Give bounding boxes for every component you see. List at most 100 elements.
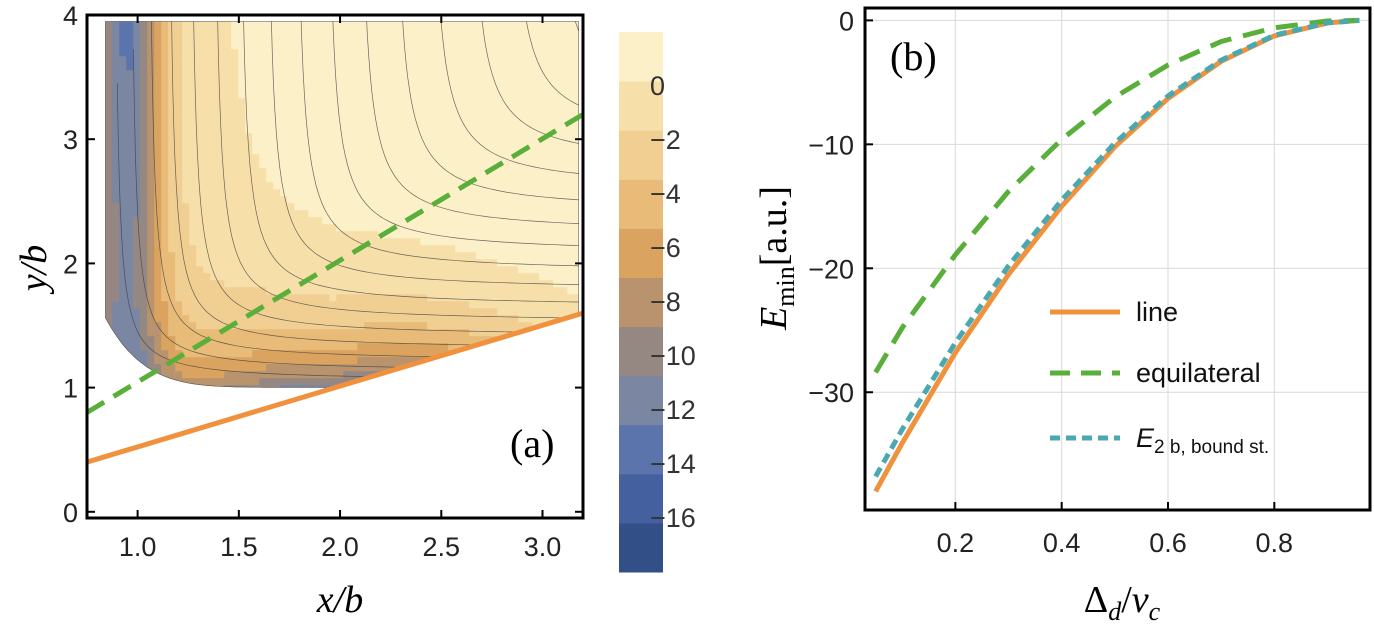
heatmap-cell bbox=[273, 252, 281, 260]
heatmap-cell bbox=[301, 343, 309, 351]
heatmap-cell bbox=[301, 21, 309, 29]
heatmap-cell bbox=[259, 98, 267, 106]
heatmap-cell bbox=[154, 189, 162, 197]
heatmap-cell bbox=[266, 91, 274, 99]
heatmap-cell bbox=[546, 70, 554, 78]
heatmap-cell bbox=[315, 154, 323, 162]
heatmap-cell bbox=[231, 287, 239, 295]
heatmap-cell bbox=[392, 182, 400, 190]
heatmap-cell bbox=[469, 280, 477, 288]
heatmap-cell bbox=[378, 161, 386, 169]
heatmap-cell bbox=[280, 336, 288, 344]
heatmap-cell bbox=[371, 105, 379, 113]
heatmap-cell bbox=[189, 84, 197, 92]
heatmap-cell bbox=[133, 42, 141, 50]
heatmap-cell bbox=[546, 287, 554, 295]
heatmap-cell bbox=[119, 210, 127, 218]
heatmap-cell bbox=[280, 161, 288, 169]
heatmap-cell bbox=[469, 196, 477, 204]
heatmap-cell bbox=[154, 105, 162, 113]
heatmap-cell bbox=[280, 119, 288, 127]
heatmap-cell bbox=[567, 49, 575, 57]
heatmap-cell bbox=[336, 364, 344, 372]
heatmap-cell bbox=[322, 308, 330, 316]
heatmap-cell bbox=[168, 217, 176, 225]
heatmap-cell bbox=[210, 231, 218, 239]
heatmap-cell bbox=[420, 238, 428, 246]
heatmap-cell bbox=[413, 266, 421, 274]
heatmap-cell bbox=[399, 224, 407, 232]
heatmap-cell bbox=[371, 322, 379, 330]
heatmap-cell bbox=[378, 42, 386, 50]
heatmap-cell bbox=[329, 336, 337, 344]
heatmap-cell bbox=[350, 259, 358, 267]
heatmap-cell bbox=[553, 70, 561, 78]
heatmap-cell bbox=[441, 343, 449, 351]
heatmap-cell bbox=[126, 35, 134, 43]
heatmap-cell bbox=[147, 175, 155, 183]
heatmap-cell bbox=[371, 343, 379, 351]
heatmap-cell bbox=[518, 49, 526, 57]
heatmap-cell bbox=[469, 273, 477, 281]
heatmap-cell bbox=[476, 308, 484, 316]
heatmap-cell bbox=[161, 175, 169, 183]
heatmap-cell bbox=[189, 308, 197, 316]
heatmap-cell bbox=[462, 70, 470, 78]
heatmap-cell bbox=[406, 56, 414, 64]
heatmap-cell bbox=[294, 259, 302, 267]
heatmap-cell bbox=[210, 336, 218, 344]
heatmap-cell bbox=[126, 42, 134, 50]
heatmap-cell bbox=[154, 252, 162, 260]
heatmap-cell bbox=[273, 371, 281, 379]
heatmap-cell bbox=[399, 119, 407, 127]
heatmap-cell bbox=[245, 77, 253, 85]
heatmap-cell bbox=[343, 329, 351, 337]
heatmap-cell bbox=[469, 35, 477, 43]
heatmap-cell bbox=[357, 98, 365, 106]
heatmap-cell bbox=[378, 238, 386, 246]
heatmap-cell bbox=[154, 35, 162, 43]
heatmap-cell bbox=[469, 294, 477, 302]
heatmap-cell bbox=[105, 273, 113, 281]
heatmap-cell bbox=[406, 273, 414, 281]
heatmap-cell bbox=[525, 56, 533, 64]
heatmap-cell bbox=[539, 252, 547, 260]
heatmap-cell bbox=[476, 280, 484, 288]
heatmap-cell bbox=[112, 252, 120, 260]
heatmap-contour bbox=[192, 21, 579, 334]
heatmap-cell bbox=[322, 217, 330, 225]
colorbar-band bbox=[619, 326, 663, 377]
panel-b-background bbox=[865, 8, 1370, 510]
heatmap-cell bbox=[259, 182, 267, 190]
heatmap-cell bbox=[161, 140, 169, 148]
heatmap-cell bbox=[252, 133, 260, 141]
heatmap-cell bbox=[294, 161, 302, 169]
heatmap-cell bbox=[574, 98, 579, 106]
heatmap-cell bbox=[182, 175, 190, 183]
heatmap-cell bbox=[105, 42, 113, 50]
heatmap-cell bbox=[308, 77, 316, 85]
colorbar-band bbox=[619, 81, 663, 131]
panel-b-series-line bbox=[873, 17, 1360, 493]
panel-b-x-ticks: 0.2 0.4 0.6 0.8 bbox=[937, 502, 1293, 558]
heatmap-cell bbox=[336, 196, 344, 204]
heatmap-cell bbox=[210, 42, 218, 50]
heatmap-cell bbox=[406, 91, 414, 99]
heatmap-cell bbox=[378, 252, 386, 260]
heatmap-cell bbox=[392, 280, 400, 288]
heatmap-cell bbox=[504, 210, 512, 218]
heatmap-cell bbox=[546, 63, 554, 71]
heatmap-cell bbox=[259, 91, 267, 99]
heatmap-cell bbox=[126, 189, 134, 197]
heatmap-cell bbox=[301, 378, 309, 386]
heatmap-cell bbox=[357, 273, 365, 281]
panel-a-lines bbox=[87, 112, 583, 465]
heatmap-cell bbox=[301, 91, 309, 99]
heatmap-cell bbox=[126, 77, 134, 85]
heatmap-cell bbox=[329, 161, 337, 169]
heatmap-cell bbox=[574, 126, 579, 134]
heatmap-cell bbox=[329, 91, 337, 99]
heatmap-cell bbox=[196, 126, 204, 134]
heatmap-cell bbox=[189, 63, 197, 71]
heatmap-cell bbox=[308, 182, 316, 190]
